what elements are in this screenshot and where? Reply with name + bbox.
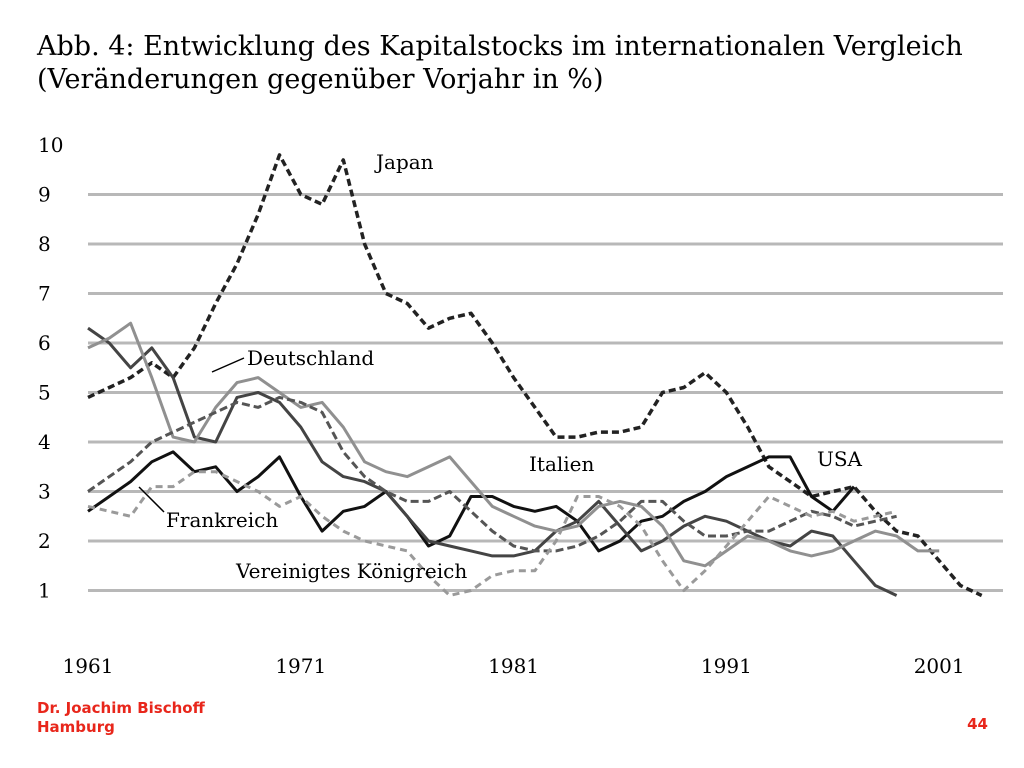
title-line-2: (Veränderungen gegenüber Vorjahr in %) — [37, 64, 604, 95]
x-tick-label-1961: 1961 — [63, 654, 114, 678]
series-label-italien: Italien — [529, 452, 594, 476]
series-label-frankreich: Frankreich — [166, 508, 278, 532]
leader-line-frankreich — [138, 486, 165, 513]
x-tick-label-2001: 2001 — [914, 654, 965, 678]
y-tick-label-4: 4 — [38, 430, 51, 454]
author-name: Dr. Joachim Bischoff — [37, 699, 205, 717]
y-tick-label-2: 2 — [38, 529, 51, 553]
page-number: 44 — [967, 715, 988, 733]
y-tick-label-1: 1 — [38, 579, 51, 603]
title-line-1: Abb. 4: Entwicklung des Kapitalstocks im… — [37, 31, 963, 62]
x-tick-label-1971: 1971 — [275, 654, 326, 678]
series-line-deutschland — [87, 326, 898, 597]
series-line-japan — [87, 153, 983, 598]
series-label-usa: USA — [817, 447, 863, 471]
series-label-vereinigtes-koenigreich: Vereinigtes Königreich — [235, 559, 467, 583]
series-line-italien — [87, 321, 940, 568]
y-tick-label-8: 8 — [38, 232, 51, 256]
series-line-usa — [87, 450, 856, 553]
x-tick-label-1991: 1991 — [701, 654, 752, 678]
slide-title: Abb. 4: Entwicklung des Kapitalstocks im… — [37, 30, 997, 96]
y-tick-label-3: 3 — [38, 480, 51, 504]
y-tick-label-9: 9 — [38, 183, 51, 207]
x-tick-label-1981: 1981 — [488, 654, 539, 678]
series-line-vereinigtes-koenigreich — [87, 470, 897, 597]
y-tick-label-6: 6 — [38, 331, 51, 355]
y-tick-label-5: 5 — [38, 381, 51, 405]
series-line-frankreich — [87, 395, 897, 553]
y-tick-label-7: 7 — [38, 282, 51, 306]
y-tick-label-10: 10 — [38, 133, 63, 157]
series-label-japan: Japan — [374, 150, 434, 174]
author-city: Hamburg — [37, 718, 115, 736]
leader-line-deutschland — [211, 357, 245, 373]
series-label-deutschland: Deutschland — [247, 346, 374, 370]
author-footer: Dr. Joachim Bischoff Hamburg — [37, 699, 205, 737]
